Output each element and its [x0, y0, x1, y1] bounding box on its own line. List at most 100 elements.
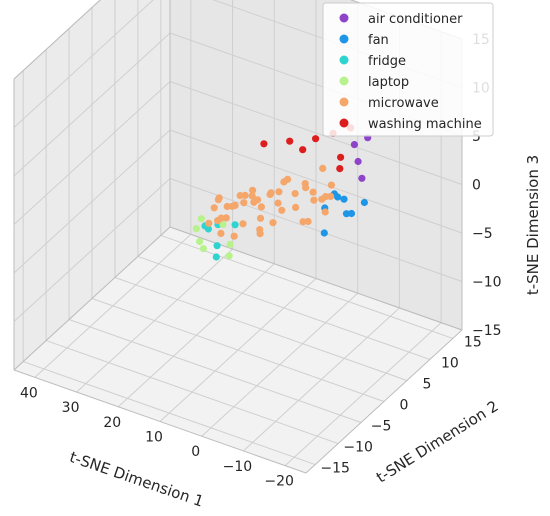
point-fridge — [213, 242, 221, 250]
point-microwave — [327, 181, 335, 189]
floor-grid-line — [114, 276, 408, 381]
point-fan — [360, 198, 368, 207]
left-pane-grid-line — [13, 178, 171, 322]
point-microwave — [249, 186, 257, 194]
point-washing-machine — [336, 165, 344, 173]
point-air-conditioner — [354, 157, 362, 166]
point-microwave — [210, 204, 218, 212]
point-fan — [320, 229, 328, 237]
legend-marker-fridge — [339, 55, 349, 65]
point-microwave — [302, 184, 310, 192]
z-axis-label: t-SNE Dimension 3 — [524, 155, 542, 295]
x-axis-label: t-SNE Dimension 1 — [67, 448, 206, 511]
point-microwave — [256, 226, 264, 234]
y-tick-label: 0 — [400, 398, 409, 414]
point-microwave — [299, 218, 307, 226]
point-microwave — [215, 194, 223, 202]
y-tick-label: −10 — [343, 440, 373, 456]
z-tick-label: −10 — [472, 275, 502, 291]
right-pane-grid-line — [169, 81, 463, 185]
point-laptop — [219, 220, 227, 228]
point-microwave — [250, 198, 258, 206]
legend-label-microwave: microwave — [368, 96, 439, 111]
point-washing-machine — [337, 153, 345, 161]
point-microwave — [256, 214, 265, 222]
point-fridge — [212, 253, 220, 261]
point-washing-machine — [286, 137, 294, 145]
legend-label-washing-machine: washing machine — [368, 117, 482, 132]
point-microwave — [309, 188, 317, 196]
point-microwave — [241, 191, 249, 199]
legend-marker-microwave — [339, 97, 349, 107]
point-microwave — [318, 195, 326, 203]
point-washing-machine — [299, 146, 307, 154]
legend-frame — [322, 2, 494, 137]
floor-grid-line — [23, 361, 316, 466]
point-microwave — [278, 206, 286, 214]
x-tick-label: 40 — [20, 385, 38, 401]
point-microwave — [274, 199, 282, 207]
point-fridge — [231, 221, 239, 229]
z-tick-label: −15 — [472, 323, 502, 339]
legend-marker-laptop — [339, 76, 349, 86]
pane-edge — [13, 226, 171, 371]
axes-grid — [13, 0, 463, 474]
legend-marker-air-conditioner — [339, 13, 349, 23]
floor-grid-line — [45, 340, 339, 445]
point-fan — [347, 209, 356, 218]
legend-label-laptop: laptop — [368, 75, 409, 90]
y-axis-label: t-SNE Dimension 2 — [373, 397, 502, 487]
legend-label-fridge: fridge — [368, 54, 406, 69]
floor-grid-line — [91, 298, 385, 402]
point-microwave — [257, 203, 265, 211]
point-microwave — [292, 203, 300, 211]
x-tick-label: 20 — [103, 415, 121, 431]
y-tick-label: 15 — [464, 334, 482, 350]
point-microwave — [228, 202, 236, 210]
point-microwave — [217, 214, 225, 222]
legend-marker-fan — [339, 34, 349, 44]
floor-grid-line — [68, 319, 362, 424]
right-pane-grid-line — [169, 129, 463, 234]
point-laptop — [192, 225, 200, 233]
point-microwave — [321, 208, 329, 216]
point-washing-machine — [260, 140, 268, 148]
x-tick-label: 10 — [145, 430, 163, 446]
point-laptop — [226, 240, 234, 248]
point-microwave — [319, 164, 327, 172]
point-microwave — [269, 219, 277, 227]
left-pane-grid-line — [13, 0, 154, 128]
z-tick-label: 0 — [472, 178, 481, 194]
point-laptop — [196, 237, 204, 246]
left-pane-grid-line — [13, 32, 171, 177]
z-tick-label: 5 — [472, 129, 481, 145]
z-tick-label: −5 — [472, 226, 493, 242]
point-washing-machine — [312, 135, 320, 143]
point-air-conditioner — [358, 174, 366, 182]
y-tick-label: −5 — [371, 419, 392, 435]
left-pane-grid-line — [13, 81, 171, 225]
x-tick-label: −20 — [264, 474, 294, 490]
x-tick-label: −10 — [223, 459, 253, 475]
x-tick-label: 30 — [62, 400, 80, 416]
point-fan — [334, 193, 342, 201]
y-tick-label: 5 — [422, 376, 431, 392]
legend-label-air-conditioner: air conditioner — [368, 12, 463, 27]
point-microwave — [230, 232, 238, 240]
legend: air conditioner fan fridge laptop microwave w… — [322, 2, 494, 137]
floor-grid-line — [160, 234, 453, 339]
point-microwave — [275, 188, 283, 196]
point-air-conditioner — [350, 141, 358, 149]
point-microwave — [310, 196, 318, 204]
left-pane-grid-line — [13, 129, 171, 274]
y-tick-label: −15 — [320, 461, 350, 477]
point-fan — [340, 195, 348, 203]
point-laptop — [199, 245, 207, 253]
y-tick-label: 10 — [441, 355, 459, 371]
point-microwave — [240, 199, 248, 207]
point-microwave — [291, 190, 299, 198]
pane-edge — [305, 329, 463, 474]
point-laptop — [197, 215, 205, 223]
x-tick-label: 0 — [191, 444, 200, 460]
